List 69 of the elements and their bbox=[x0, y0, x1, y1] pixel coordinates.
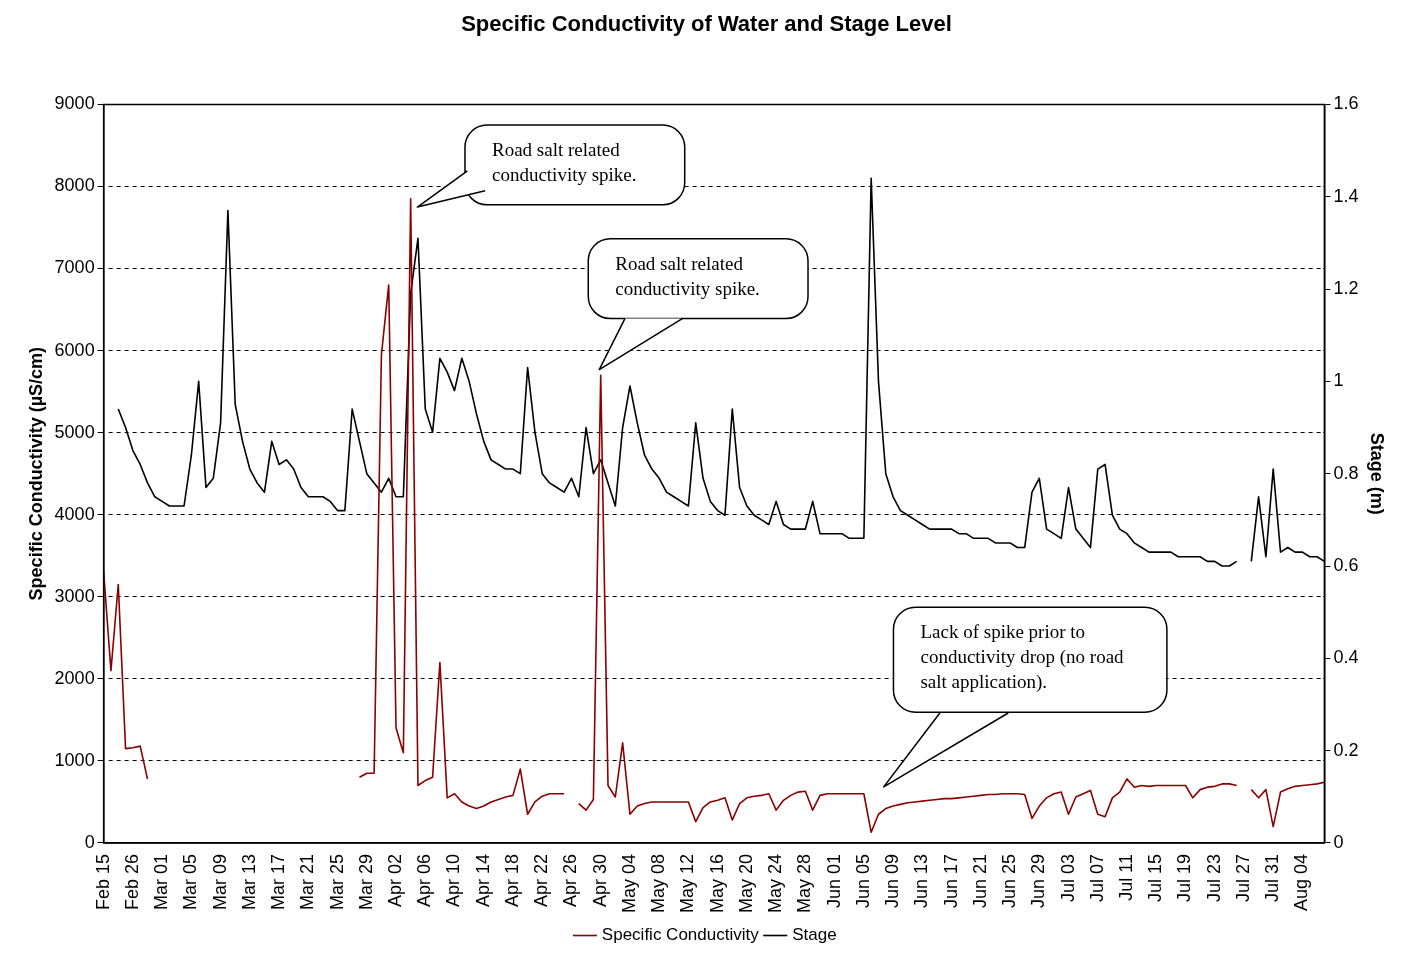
x-tick-label: Mar 25 bbox=[326, 853, 347, 910]
x-tick-label: Jul 03 bbox=[1057, 853, 1078, 903]
y2-tick-label: 0.4 bbox=[1333, 647, 1359, 668]
x-tick-label: Mar 29 bbox=[355, 853, 376, 910]
x-tick-label: Apr 26 bbox=[560, 853, 581, 908]
x-tick-label: Jun 17 bbox=[940, 853, 961, 909]
y-tick-label: 5000 bbox=[54, 421, 95, 442]
y-tick-label: 0 bbox=[84, 831, 95, 852]
x-tick-label: Aug 04 bbox=[1291, 853, 1312, 912]
x-tick-label: Jun 01 bbox=[823, 853, 844, 909]
x-tick-label: Jul 23 bbox=[1203, 853, 1224, 903]
x-tick-label: Jul 15 bbox=[1145, 853, 1166, 903]
x-tick-label: Jul 07 bbox=[1086, 853, 1107, 903]
annotation: Lack of spike prior to conductivity drop (no road salt application). bbox=[920, 621, 1125, 694]
y-tick-label: 6000 bbox=[54, 339, 95, 360]
x-tick-label: Jun 13 bbox=[911, 853, 932, 909]
y-tick-label: 1000 bbox=[54, 749, 95, 770]
x-tick-label: Jun 09 bbox=[882, 853, 903, 909]
x-tick-label: Apr 14 bbox=[472, 853, 493, 908]
x-tick-label: Jun 05 bbox=[852, 853, 873, 909]
x-tick-label: May 16 bbox=[706, 853, 727, 913]
x-tick-label: May 12 bbox=[677, 853, 698, 913]
annotation: Road salt related conductivity spike. bbox=[615, 252, 760, 299]
x-tick-label: Apr 06 bbox=[414, 853, 435, 908]
x-tick-label: Apr 02 bbox=[385, 853, 405, 908]
x-tick-label: Jul 27 bbox=[1232, 853, 1253, 903]
chart-title: Specific Conductivity of Water and Stage Level bbox=[461, 11, 952, 37]
x-tick-label: Apr 18 bbox=[501, 853, 522, 908]
y2-tick-label: 1.2 bbox=[1333, 278, 1359, 299]
legend-label: Specific Conductivity bbox=[601, 925, 760, 945]
x-tick-label: Mar 13 bbox=[238, 853, 259, 910]
y2-tick-label: 1 bbox=[1333, 370, 1344, 391]
x-tick-label: Jun 25 bbox=[999, 853, 1020, 909]
annotation: Road salt related conductivity spike. bbox=[491, 139, 637, 186]
x-tick-label: Mar 17 bbox=[268, 853, 289, 910]
y2-tick-label: 0 bbox=[1333, 831, 1344, 852]
y2-tick-label: 0.2 bbox=[1333, 739, 1359, 760]
y2-axis-title: Stage (m) bbox=[1367, 432, 1388, 515]
x-tick-label: Mar 05 bbox=[180, 853, 201, 910]
y-tick-label: 9000 bbox=[54, 93, 95, 114]
x-tick-label: May 20 bbox=[735, 853, 756, 913]
legend-label: Stage bbox=[792, 925, 837, 945]
y-tick-label: 2000 bbox=[54, 667, 95, 688]
x-tick-label: May 24 bbox=[765, 853, 786, 913]
y-tick-label: 4000 bbox=[54, 503, 95, 524]
x-tick-label: Apr 22 bbox=[531, 853, 552, 908]
x-tick-label: Apr 10 bbox=[443, 853, 464, 908]
y2-tick-label: 1.4 bbox=[1333, 185, 1359, 206]
y-tick-label: 3000 bbox=[54, 585, 95, 606]
x-tick-label: Jul 19 bbox=[1174, 853, 1195, 903]
x-tick-label: Jul 31 bbox=[1262, 853, 1283, 903]
x-tick-label: May 08 bbox=[648, 853, 669, 913]
x-tick-label: Apr 30 bbox=[589, 853, 610, 908]
y2-tick-label: 0.8 bbox=[1333, 462, 1359, 483]
y-tick-label: 7000 bbox=[54, 257, 95, 278]
x-tick-label: Feb 15 bbox=[92, 853, 113, 911]
y2-tick-label: 0.6 bbox=[1333, 554, 1359, 575]
x-tick-label: Feb 26 bbox=[121, 853, 142, 911]
x-tick-label: Mar 09 bbox=[209, 853, 230, 910]
y2-tick-label: 1.6 bbox=[1333, 93, 1359, 114]
x-tick-label: May 28 bbox=[794, 853, 815, 913]
x-tick-label: Jun 29 bbox=[1028, 853, 1049, 909]
y-tick-label: 8000 bbox=[54, 175, 95, 196]
x-tick-label: Jul 11 bbox=[1115, 853, 1136, 901]
x-tick-label: May 04 bbox=[618, 853, 639, 913]
x-tick-label: Mar 01 bbox=[151, 853, 172, 910]
x-tick-label: Jun 21 bbox=[969, 853, 990, 909]
y-axis-title: Specific Conductivity (µS/cm) bbox=[25, 346, 46, 601]
x-tick-label: Mar 21 bbox=[297, 853, 318, 910]
